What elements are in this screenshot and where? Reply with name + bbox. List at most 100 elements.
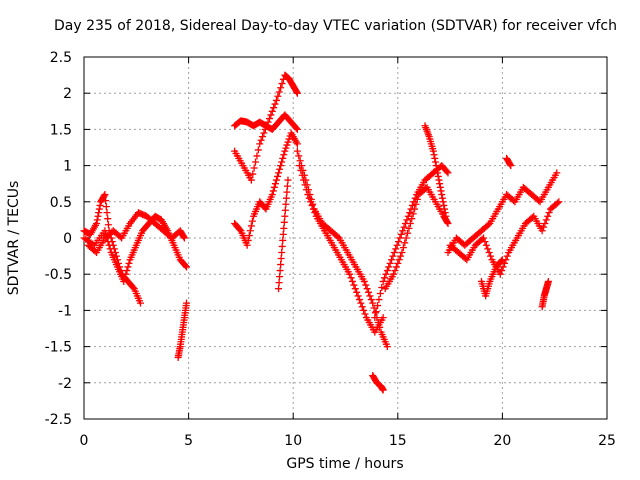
data-point [283, 141, 291, 149]
x-tick-label: 10 [284, 433, 302, 449]
data-point [408, 201, 416, 209]
data-point [275, 279, 283, 287]
data-point [280, 151, 288, 159]
x-tick-label: 5 [184, 433, 193, 449]
x-tick-label: 20 [493, 433, 511, 449]
data-point [412, 200, 420, 208]
data-point [436, 180, 444, 188]
data-point [385, 263, 393, 271]
data-point [334, 233, 342, 241]
data-point [347, 274, 355, 282]
data-point [283, 188, 291, 196]
data-point [436, 183, 444, 191]
data-point [392, 263, 400, 271]
data-point [278, 158, 286, 166]
data-point [440, 201, 448, 209]
y-tick-label: -2 [58, 376, 72, 392]
data-point [371, 314, 379, 322]
data-point [277, 261, 285, 269]
data-point [183, 299, 191, 307]
data-point [487, 252, 495, 260]
data-point [293, 125, 301, 133]
data-point [276, 165, 284, 173]
y-tick-label: 1 [63, 159, 72, 175]
data-point [103, 209, 111, 217]
x-axis-label: GPS time / hours [286, 456, 404, 472]
series-track_e [231, 111, 301, 133]
series-track_p [446, 198, 563, 278]
data-point [244, 236, 252, 244]
data-point [136, 299, 144, 307]
data-point [441, 205, 449, 213]
series-track_c [84, 209, 188, 256]
data-point [295, 152, 303, 160]
data-point [278, 242, 286, 250]
data-point [261, 125, 269, 133]
data-point [94, 212, 102, 220]
y-tick-label: -0.5 [45, 267, 72, 283]
data-point [296, 157, 304, 165]
series-track_i [293, 147, 391, 351]
data-point [545, 209, 553, 217]
data-point [401, 239, 409, 247]
data-point [96, 201, 104, 209]
data-point [485, 248, 493, 256]
data-point [441, 209, 449, 217]
data-point [277, 255, 285, 263]
data-point [482, 241, 490, 249]
data-point [540, 223, 548, 231]
data-point [293, 140, 301, 148]
data-point [282, 200, 290, 208]
data-point [259, 133, 267, 141]
series-track_d [174, 299, 191, 361]
data-point [276, 267, 284, 275]
data-point [116, 263, 124, 271]
data-point [497, 257, 505, 265]
data-point [279, 154, 287, 162]
data-point [362, 281, 370, 289]
data-point [104, 215, 112, 223]
data-point [108, 238, 116, 246]
data-point [484, 245, 492, 253]
chart-title: Day 235 of 2018, Sidereal Day-to-day VTE… [54, 18, 618, 34]
data-point [544, 277, 552, 285]
data-point [268, 107, 276, 115]
data-point [277, 162, 285, 170]
data-point [399, 244, 407, 252]
data-point [125, 259, 133, 267]
series-track_j [295, 162, 387, 336]
data-point [503, 252, 511, 260]
data-point [346, 270, 354, 278]
series-track_m [381, 183, 452, 293]
y-tick-label: 2 [63, 86, 72, 102]
data-point [93, 216, 101, 224]
data-point [383, 267, 391, 275]
data-point [112, 252, 120, 260]
data-point [311, 209, 319, 217]
data-point [367, 296, 375, 304]
data-point [300, 176, 308, 184]
data-point [245, 232, 253, 240]
data-point [113, 256, 121, 264]
data-point [280, 224, 288, 232]
data-point [295, 162, 303, 170]
data-point [392, 245, 400, 253]
data-point [484, 221, 492, 229]
data-point [247, 222, 255, 230]
data-point [360, 277, 368, 285]
data-point [252, 158, 260, 166]
data-point [298, 171, 306, 179]
data-point [275, 88, 283, 96]
data-point [256, 140, 264, 148]
data-point [281, 212, 289, 220]
data-point [269, 187, 277, 195]
y-tick-label: -1.5 [45, 340, 72, 356]
data-point [272, 176, 280, 184]
data-point [293, 89, 301, 97]
data-point [413, 195, 421, 203]
data-point [282, 194, 290, 202]
data-point [366, 292, 374, 300]
data-point [442, 212, 450, 220]
data-point [117, 267, 125, 275]
data-point [363, 285, 371, 293]
